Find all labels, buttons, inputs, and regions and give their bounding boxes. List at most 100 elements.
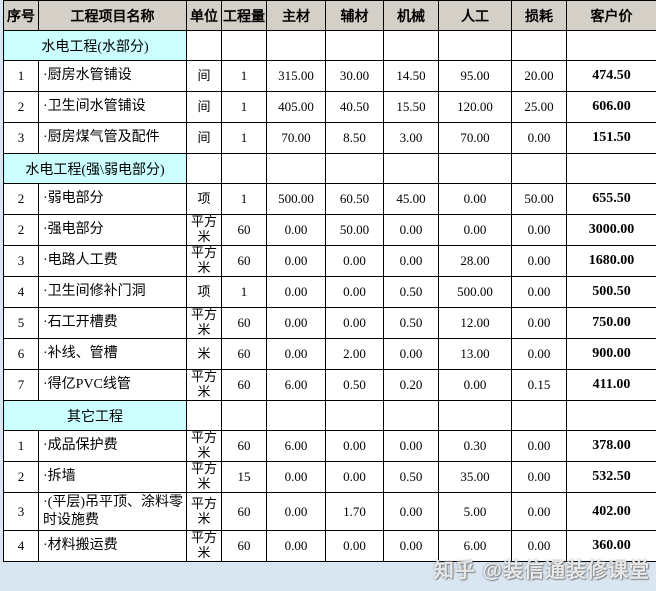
cell-aux: 1.70 (325, 492, 384, 531)
empty-cell (325, 30, 384, 61)
cell-unit: 项 (186, 276, 222, 308)
cell-unit: 间 (186, 60, 222, 92)
cell-no: 7 (3, 369, 39, 401)
column-header-qty: 工程量 (221, 0, 267, 31)
cell-unit: 间 (186, 122, 222, 154)
cell-name: ·卫生间修补门洞 (38, 276, 187, 308)
cell-aux: 60.50 (325, 183, 384, 215)
section-row: 水电工程(水部分) (3, 30, 656, 61)
cell-labor: 70.00 (438, 122, 512, 154)
table-row: 2 ·弱电部分项 1 500.00 60.50 45.00 0.00 50.00 655.50 (3, 183, 656, 215)
table-row: 1 ·厨房水管铺设间 1 315.00 30.00 14.50 95.00 20.00 474.… (3, 60, 656, 92)
cell-loss: 20.00 (511, 60, 567, 92)
cell-mach: 0.00 (383, 492, 439, 531)
cell-unit: 平方米 (186, 430, 222, 462)
cell-loss: 0.00 (511, 492, 567, 531)
section-row: 其它工程 (3, 400, 656, 431)
section-title: 水电工程(水部分) (3, 30, 187, 61)
cell-unit: 平方米 (186, 530, 222, 562)
cell-loss: 0.00 (511, 461, 567, 493)
empty-cell (566, 400, 656, 431)
cell-no: 6 (3, 338, 39, 370)
cell-no: 2 (3, 214, 39, 246)
column-header-loss: 损耗 (511, 0, 567, 31)
cell-labor: 95.00 (438, 60, 512, 92)
cell-price: 402.00 (566, 492, 656, 531)
empty-cell (221, 30, 267, 61)
cell-mach: 14.50 (383, 60, 439, 92)
cell-qty: 60 (221, 338, 267, 370)
column-header-mach: 机械 (383, 0, 439, 31)
cell-price: 500.50 (566, 276, 656, 308)
empty-cell (566, 153, 656, 184)
cell-loss: 0.00 (511, 214, 567, 246)
cell-main: 0.00 (266, 214, 326, 246)
cell-unit: 平方米 (186, 461, 222, 493)
cell-price: 151.50 (566, 122, 656, 154)
cell-main: 315.00 (266, 60, 326, 92)
table-row: 4 ·卫生间修补门洞项 1 0.00 0.00 0.50 500.00 0.00 500.50 (3, 276, 656, 308)
section-row: 水电工程(强\弱电部分) (3, 153, 656, 184)
cell-price: 750.00 (566, 307, 656, 339)
cell-mach: 0.00 (383, 530, 439, 562)
empty-cell (383, 153, 439, 184)
cell-loss: 0.00 (511, 276, 567, 308)
cell-labor: 500.00 (438, 276, 512, 308)
empty-cell (266, 153, 326, 184)
column-header-unit: 单位 (186, 0, 222, 31)
empty-cell (511, 400, 567, 431)
cell-price: 378.00 (566, 430, 656, 462)
empty-cell (438, 400, 512, 431)
cell-main: 0.00 (266, 492, 326, 531)
cell-labor: 12.00 (438, 307, 512, 339)
cell-main: 0.00 (266, 276, 326, 308)
cell-qty: 60 (221, 214, 267, 246)
cell-unit: 米 (186, 338, 222, 370)
budget-table-body: 水电工程(水部分) 1 ·厨房水管铺设间 1 315.00 30.00 14.50 95.00… (3, 30, 656, 562)
cell-no: 3 (3, 122, 39, 154)
cell-aux: 0.00 (325, 276, 384, 308)
section-title: 其它工程 (3, 400, 187, 431)
cell-aux: 0.50 (325, 369, 384, 401)
cell-main: 0.00 (266, 338, 326, 370)
cell-main: 405.00 (266, 91, 326, 123)
cell-loss: 0.00 (511, 338, 567, 370)
cell-aux: 40.50 (325, 91, 384, 123)
empty-cell (266, 30, 326, 61)
cell-main: 0.00 (266, 245, 326, 277)
cell-no: 2 (3, 91, 39, 123)
cell-mach: 0.00 (383, 214, 439, 246)
cell-labor: 6.00 (438, 530, 512, 562)
cell-name: ·(平层)吊平顶、涂料零时设施费 (38, 492, 187, 531)
budget-table: 序号 工程项目名称 单位 工程量 主材 辅材 机械 人工 损耗 客户价 水电工程(水部分) 1 ·厨房… (3, 0, 656, 562)
cell-price: 655.50 (566, 183, 656, 215)
cell-mach: 0.50 (383, 307, 439, 339)
column-header-main: 主材 (266, 0, 326, 31)
cell-mach: 0.00 (383, 338, 439, 370)
empty-cell (383, 400, 439, 431)
cell-name: ·石工开槽费 (38, 307, 187, 339)
cell-no: 1 (3, 430, 39, 462)
cell-loss: 0.00 (511, 245, 567, 277)
table-row: 4 ·材料搬运费 平方米 60 0.00 0.00 0.00 6.00 0.00 360.00 (3, 530, 656, 562)
empty-cell (566, 30, 656, 61)
cell-aux: 8.50 (325, 122, 384, 154)
empty-cell (266, 400, 326, 431)
empty-cell (438, 30, 512, 61)
cell-no: 5 (3, 307, 39, 339)
table-row: 6 ·补线、管槽米 60 0.00 2.00 0.00 13.00 0.00 900.00 (3, 338, 656, 370)
cell-aux: 0.00 (325, 530, 384, 562)
empty-cell (221, 400, 267, 431)
column-header-name: 工程项目名称 (38, 0, 187, 31)
cell-price: 411.00 (566, 369, 656, 401)
cell-no: 4 (3, 276, 39, 308)
cell-no: 2 (3, 461, 39, 493)
table-row: 3 ·电路人工费 平方米 60 0.00 0.00 0.00 28.00 0.00 1680.00 (3, 245, 656, 277)
cell-main: 0.00 (266, 530, 326, 562)
empty-cell (186, 153, 222, 184)
cell-main: 500.00 (266, 183, 326, 215)
cell-labor: 5.00 (438, 492, 512, 531)
cell-mach: 45.00 (383, 183, 439, 215)
cell-qty: 60 (221, 492, 267, 531)
cell-qty: 60 (221, 245, 267, 277)
